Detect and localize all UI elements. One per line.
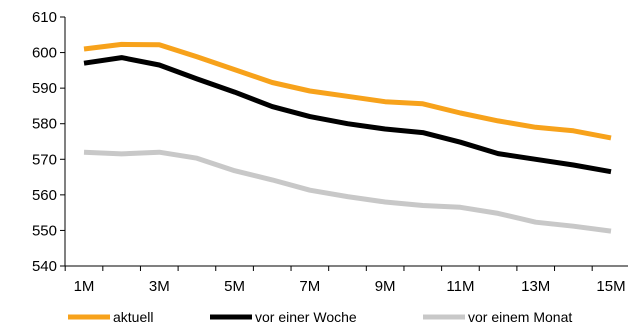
- legend-label-vor-einem-monat: vor einem Monat: [468, 309, 572, 325]
- x-tick-label: 7M: [299, 278, 320, 295]
- x-tick-label: 11M: [446, 278, 474, 295]
- x-tick-label: 1M: [74, 278, 95, 295]
- y-tick-label: 560: [32, 187, 57, 204]
- x-tick-label: 3M: [149, 278, 170, 295]
- series-lines: [83, 41, 612, 234]
- series-line-aktuell: [83, 41, 612, 141]
- y-tick-label: 600: [32, 45, 57, 62]
- x-tick-label: 13M: [521, 278, 550, 295]
- y-tick-label: 590: [32, 80, 57, 97]
- series-line-vor-einer-woche: [83, 55, 612, 175]
- y-tick-label: 610: [32, 9, 57, 26]
- legend-label-vor-einer-woche: vor einer Woche: [255, 309, 357, 325]
- y-tick-label: 580: [32, 116, 57, 133]
- series-line-vor-einem-monat: [83, 149, 612, 234]
- y-tick-label: 550: [32, 222, 57, 239]
- x-tick-label: 9M: [375, 278, 396, 295]
- y-tick-label: 540: [32, 258, 57, 275]
- y-tick-label: 570: [32, 151, 57, 168]
- x-tick-label: 15M: [596, 278, 625, 295]
- axes: 540 550 560 570 580 590 600 610 1M 3M 5M 7M 9M 11M 13M…: [32, 9, 628, 295]
- legend-label-aktuell: aktuell: [113, 309, 153, 325]
- legend: aktuell vor einer Woche vor einem Monat: [68, 309, 572, 325]
- x-tick-label: 5M: [224, 278, 245, 295]
